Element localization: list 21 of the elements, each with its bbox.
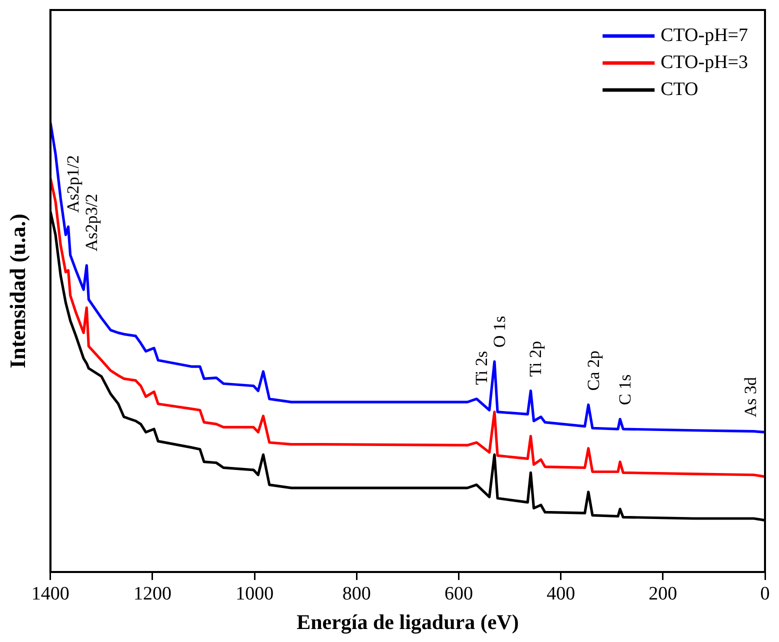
x-axis-title: Energía de ligadura (eV) bbox=[296, 610, 519, 634]
y-axis-title: Intensidad (u.a.) bbox=[4, 214, 30, 368]
x-tick-label: 600 bbox=[444, 583, 473, 604]
annotation: C 1s bbox=[616, 374, 635, 406]
annotation: Ti 2s bbox=[472, 351, 492, 385]
annotation: Ca 2p bbox=[584, 350, 603, 391]
legend-label: CTO-pH=3 bbox=[660, 52, 748, 73]
x-tick-label: 1000 bbox=[236, 583, 274, 604]
x-tick-label: 200 bbox=[648, 583, 678, 604]
x-tick-label: 800 bbox=[342, 583, 371, 604]
legend-label: CTO bbox=[660, 78, 698, 100]
x-tick-label: 400 bbox=[546, 583, 576, 604]
x-tick-label: 1400 bbox=[31, 583, 70, 604]
annotation: O 1s bbox=[490, 316, 509, 348]
annotation: As2p1/2 bbox=[64, 155, 83, 213]
x-tick-label: 1200 bbox=[133, 583, 172, 604]
annotation: As 3d bbox=[741, 376, 760, 418]
x-tick-label: 0 bbox=[760, 583, 770, 604]
annotation: As2p3/2 bbox=[82, 194, 102, 252]
legend-label: CTO-pH=7 bbox=[660, 24, 748, 46]
annotation: Ti 2p bbox=[526, 341, 546, 377]
